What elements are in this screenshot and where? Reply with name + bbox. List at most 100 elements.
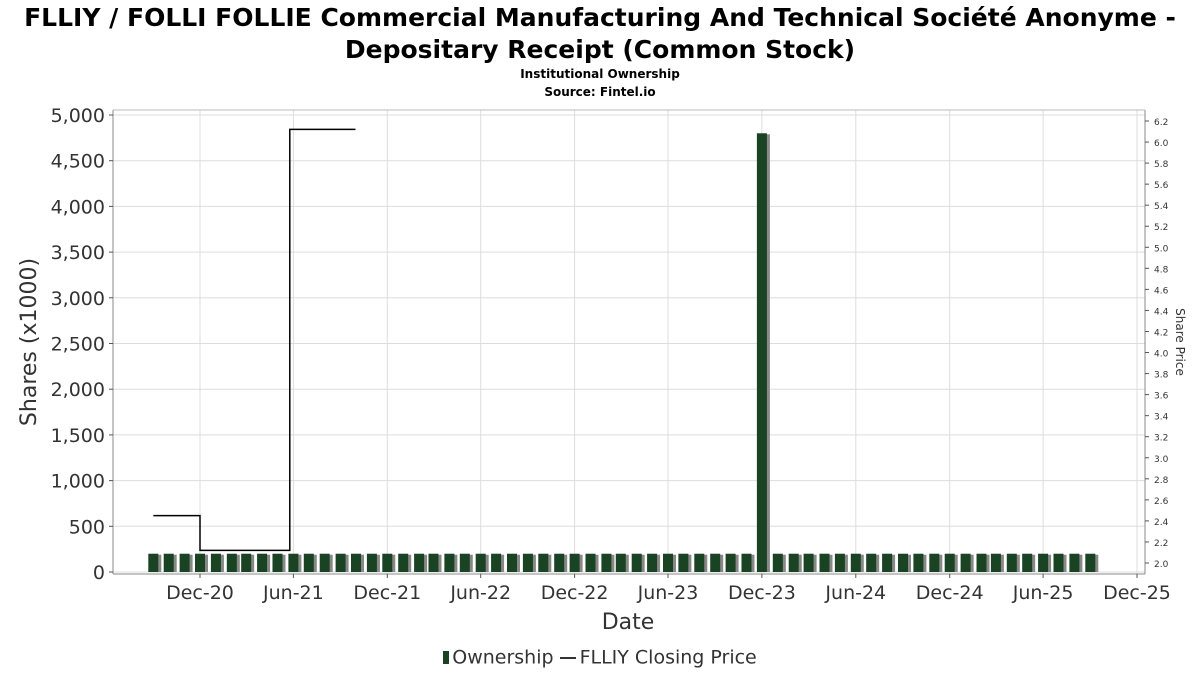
ownership-bar bbox=[288, 553, 299, 572]
ownership-bar bbox=[990, 553, 1001, 572]
legend-ownership-swatch bbox=[443, 651, 450, 664]
x-tick-label: Dec-22 bbox=[541, 582, 609, 604]
y2-tick-label: 5.4 bbox=[1154, 202, 1169, 212]
ownership-bar bbox=[179, 553, 190, 572]
y-tick-label: 1,500 bbox=[51, 425, 105, 447]
ownership-bar bbox=[913, 553, 924, 572]
chart-legend: Ownership FLLIY Closing Price bbox=[0, 646, 1200, 669]
ownership-bar bbox=[241, 553, 252, 572]
ownership-bar bbox=[834, 553, 845, 572]
plot-background bbox=[113, 110, 1145, 574]
y2-tick-label: 5.6 bbox=[1154, 181, 1169, 191]
legend-price-swatch bbox=[559, 656, 576, 659]
ownership-bar bbox=[1038, 553, 1049, 572]
ownership-bar bbox=[662, 553, 673, 572]
x-tick-label: Dec-21 bbox=[353, 582, 421, 604]
ownership-bar bbox=[976, 553, 987, 572]
y-tick-label: 3,000 bbox=[51, 288, 105, 310]
y2-tick-label: 4.6 bbox=[1154, 286, 1169, 296]
ownership-bar bbox=[585, 553, 596, 572]
ownership-bar bbox=[725, 553, 736, 572]
ownership-bar bbox=[1006, 553, 1017, 572]
x-axis-label: Date bbox=[602, 610, 655, 635]
y-axis-label: Shares (x1000) bbox=[17, 258, 42, 426]
ownership-bar bbox=[647, 553, 658, 572]
ownership-bar bbox=[1069, 553, 1080, 572]
y2-tick-label: 3.0 bbox=[1154, 455, 1169, 465]
ownership-bar bbox=[710, 553, 721, 572]
ownership-bar bbox=[866, 553, 877, 572]
ownership-bar bbox=[195, 553, 205, 572]
ownership-bar bbox=[148, 553, 159, 572]
ownership-bar bbox=[319, 553, 330, 572]
ownership-bar bbox=[772, 553, 783, 572]
y2-tick-label: 2.4 bbox=[1154, 518, 1169, 528]
price-line-layer bbox=[153, 128, 356, 552]
y-axis-ticks: 0 500 1,000 1,500 2,000 2,500 3,000 3,500 4,000 4… bbox=[51, 105, 113, 584]
y-tick-label: 2,500 bbox=[51, 334, 105, 356]
ownership-bar bbox=[960, 553, 971, 572]
x-tick-label: Jun-23 bbox=[637, 582, 699, 604]
y2-tick-label: 5.0 bbox=[1154, 244, 1169, 254]
ownership-bar bbox=[803, 553, 814, 572]
y-tick-label: 2,000 bbox=[51, 379, 105, 401]
y-tick-label: 3,500 bbox=[51, 242, 105, 264]
ownership-bar bbox=[366, 553, 377, 572]
y2-tick-label: 4.2 bbox=[1154, 328, 1168, 338]
ownership-bar bbox=[929, 553, 940, 572]
ownership-bar bbox=[850, 553, 861, 572]
plot-frame bbox=[112, 109, 1146, 575]
y-tick-label: 500 bbox=[69, 516, 105, 538]
y2-tick-label: 2.0 bbox=[1154, 560, 1169, 570]
y-tick-label: 5,000 bbox=[51, 105, 105, 127]
ownership-bar bbox=[335, 553, 346, 572]
ownership-bar bbox=[1022, 553, 1033, 572]
y-tick-label: 0 bbox=[93, 562, 105, 584]
y2-tick-label: 3.6 bbox=[1154, 392, 1169, 402]
ownership-bars bbox=[148, 133, 1099, 572]
ownership-bar bbox=[601, 553, 612, 572]
ownership-bar bbox=[615, 553, 626, 572]
ownership-bar bbox=[1085, 553, 1096, 572]
x-tick-label: Dec-25 bbox=[1103, 582, 1171, 604]
y2-tick-label: 5.2 bbox=[1154, 223, 1168, 233]
ownership-bar bbox=[882, 553, 893, 572]
ownership-bar bbox=[694, 553, 705, 572]
ownership-bar bbox=[428, 553, 439, 572]
ownership-bar bbox=[1053, 553, 1064, 572]
ownership-bar bbox=[272, 553, 283, 572]
y2-tick-label: 2.2 bbox=[1154, 539, 1168, 549]
ownership-bar bbox=[522, 553, 533, 572]
ownership-bar bbox=[491, 553, 502, 572]
y2-tick-label: 5.8 bbox=[1154, 160, 1169, 170]
ownership-bar bbox=[163, 553, 174, 572]
ownership-bar bbox=[506, 553, 517, 572]
x-tick-label: Jun-25 bbox=[1012, 582, 1074, 604]
y2-tick-label: 4.8 bbox=[1154, 265, 1169, 275]
ownership-bar bbox=[444, 553, 455, 572]
ownership-bar bbox=[944, 553, 955, 572]
x-tick-label: Dec-24 bbox=[916, 582, 984, 604]
y2-tick-label: 3.4 bbox=[1154, 413, 1169, 423]
ownership-bar bbox=[631, 553, 642, 572]
ownership-bar bbox=[898, 553, 909, 572]
y2-tick-label: 6.0 bbox=[1154, 139, 1169, 149]
ownership-bar bbox=[554, 553, 565, 572]
y2-tick-label: 3.2 bbox=[1154, 434, 1168, 444]
x-tick-label: Dec-20 bbox=[166, 582, 234, 604]
legend-price-label: FLLIY Closing Price bbox=[579, 646, 757, 669]
x-tick-label: Jun-22 bbox=[449, 582, 511, 604]
x-axis-ticks: Dec-20 Jun-21 Dec-21 Jun-22 Dec-22 Jun-23 Dec-… bbox=[166, 574, 1171, 604]
y2-axis-label: Share Price bbox=[1173, 308, 1187, 376]
ownership-bar bbox=[210, 553, 221, 572]
x-tick-label: Dec-23 bbox=[728, 582, 796, 604]
ownership-bar bbox=[414, 553, 425, 572]
y-tick-label: 4,000 bbox=[51, 196, 105, 218]
ownership-bar bbox=[475, 553, 486, 572]
chart-title: FLLIY / FOLLI FOLLIE Commercial Manufact… bbox=[0, 2, 1200, 66]
ownership-bar bbox=[382, 553, 393, 572]
x-tick-label: Jun-21 bbox=[262, 582, 324, 604]
ownership-bar bbox=[459, 553, 470, 572]
y2-tick-label: 3.8 bbox=[1154, 371, 1169, 381]
y-tick-label: 4,500 bbox=[51, 151, 105, 173]
